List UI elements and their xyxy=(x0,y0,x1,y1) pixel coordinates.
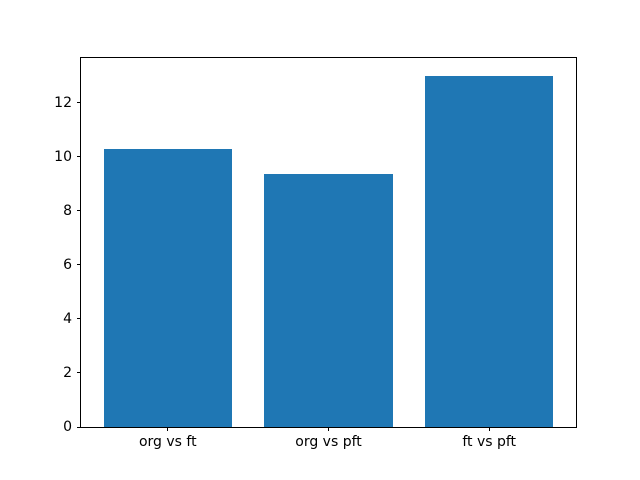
y-tick-label-6: 6 xyxy=(63,256,72,273)
y-tick-label-2: 2 xyxy=(63,364,72,381)
y-tick-mark xyxy=(77,372,81,374)
y-tick-mark xyxy=(77,426,81,428)
x-tick-mark xyxy=(488,427,490,431)
x-tick-mark xyxy=(167,427,169,431)
x-tick-mark xyxy=(328,427,329,431)
plot-area: org vs ft org vs pft ft vs pft 0 2 4 6 8 10 12 xyxy=(54,57,577,449)
y-tick-mark xyxy=(77,264,81,266)
bar-ft-vs-pft xyxy=(424,75,554,427)
y-tick-mark xyxy=(77,102,81,104)
x-tick-label-ft-vs-pft: ft vs pft xyxy=(462,434,517,450)
y-tick-mark xyxy=(77,210,81,212)
bar-org-vs-ft xyxy=(103,149,233,427)
y-tick-label-10: 10 xyxy=(54,148,72,165)
x-tick-label-org-vs-ft: org vs ft xyxy=(138,434,197,450)
bar-org-vs-pft xyxy=(264,174,393,427)
y-tick-label-8: 8 xyxy=(63,202,72,219)
y-tick-mark xyxy=(77,156,81,158)
y-tick-label-12: 12 xyxy=(54,94,72,111)
y-tick-label-0: 0 xyxy=(63,419,72,435)
y-tick-label-4: 4 xyxy=(63,310,72,327)
x-tick-label-org-vs-pft: org vs pft xyxy=(295,434,362,450)
y-tick-mark xyxy=(77,318,81,320)
